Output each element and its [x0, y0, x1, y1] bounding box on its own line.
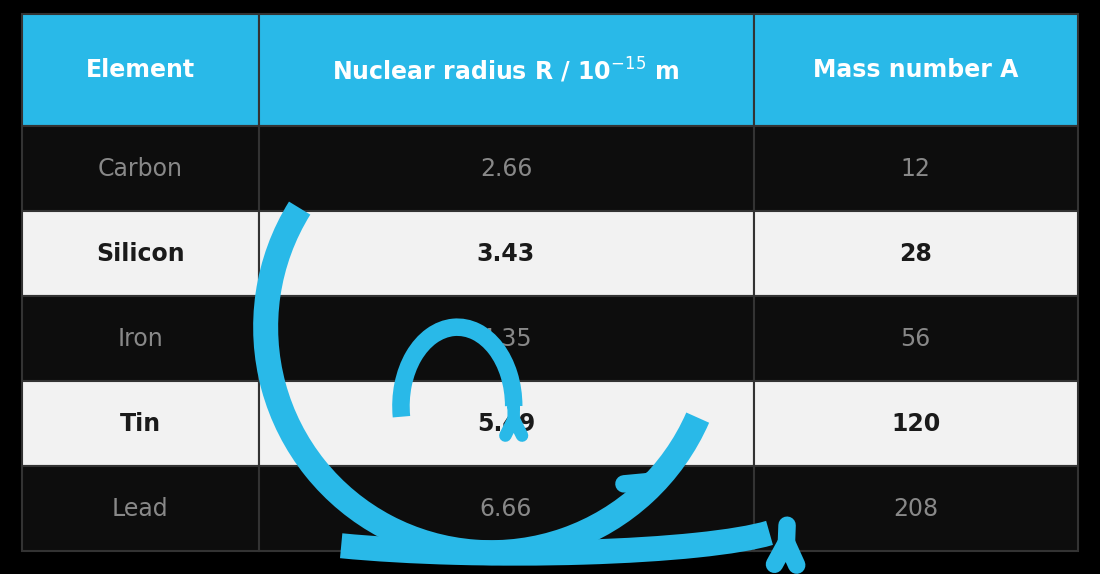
- Text: 4.35: 4.35: [480, 327, 532, 351]
- Text: 56: 56: [901, 327, 931, 351]
- Text: 3.43: 3.43: [477, 242, 535, 266]
- Bar: [754, 211, 1078, 296]
- Bar: [258, 211, 754, 296]
- Text: 208: 208: [893, 497, 938, 521]
- Bar: [258, 381, 754, 466]
- Text: Silicon: Silicon: [96, 242, 185, 266]
- Bar: [754, 126, 1078, 211]
- Text: 2.66: 2.66: [480, 157, 532, 181]
- Text: Nuclear radius R / 10$^{-15}$ m: Nuclear radius R / 10$^{-15}$ m: [332, 56, 680, 85]
- Bar: [22, 466, 258, 551]
- Text: 5.49: 5.49: [477, 412, 535, 436]
- Text: Element: Element: [86, 59, 195, 82]
- Bar: [754, 296, 1078, 381]
- Text: Iron: Iron: [118, 327, 163, 351]
- Bar: [22, 381, 258, 466]
- Bar: [22, 296, 258, 381]
- Text: Mass number A: Mass number A: [813, 59, 1019, 82]
- Text: 12: 12: [901, 157, 931, 181]
- Bar: [258, 126, 754, 211]
- Bar: [22, 14, 258, 126]
- Bar: [754, 466, 1078, 551]
- Text: 28: 28: [900, 242, 932, 266]
- Bar: [22, 211, 258, 296]
- Bar: [22, 126, 258, 211]
- Bar: [258, 14, 754, 126]
- Bar: [754, 381, 1078, 466]
- Text: Carbon: Carbon: [98, 157, 183, 181]
- Bar: [258, 466, 754, 551]
- Bar: [258, 296, 754, 381]
- Text: 6.66: 6.66: [480, 497, 532, 521]
- Text: Tin: Tin: [120, 412, 161, 436]
- Bar: [754, 14, 1078, 126]
- Text: Lead: Lead: [112, 497, 168, 521]
- Text: 120: 120: [891, 412, 940, 436]
